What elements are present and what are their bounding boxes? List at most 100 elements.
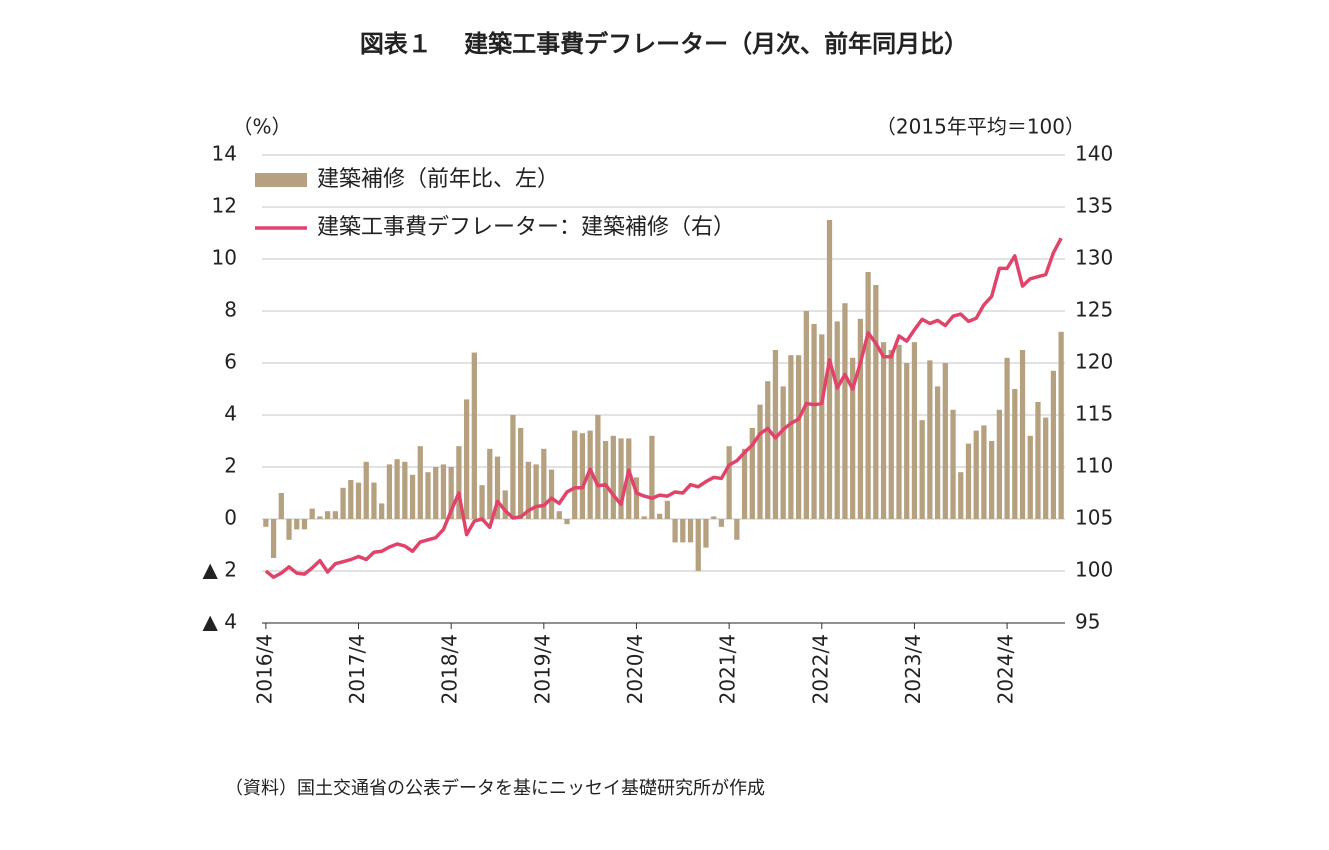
bar	[502, 490, 508, 519]
bar	[857, 318, 864, 519]
bar	[749, 428, 755, 519]
bar	[834, 321, 840, 519]
bar	[703, 519, 709, 548]
bar	[633, 477, 640, 519]
bar	[819, 334, 825, 519]
bar	[973, 430, 979, 519]
y-tick-label: 14	[212, 142, 237, 166]
bar	[564, 519, 570, 525]
bar	[718, 519, 725, 527]
bar	[989, 441, 995, 519]
bar	[657, 513, 663, 519]
bar	[433, 467, 439, 519]
bar	[371, 482, 377, 519]
bar	[996, 409, 1002, 519]
y2-tick-label: 135	[1075, 194, 1113, 218]
bar	[1035, 402, 1041, 519]
y-tick-label: 12	[212, 194, 237, 218]
y-tick-label: ▲ 4	[203, 610, 237, 634]
bar	[355, 482, 362, 519]
bar	[448, 467, 454, 519]
bar	[394, 459, 400, 519]
bar	[294, 519, 300, 530]
y-tick-label: 8	[224, 298, 237, 322]
bar	[409, 474, 416, 519]
bar	[942, 363, 948, 519]
y2-tick-label: 105	[1075, 506, 1113, 530]
bar	[919, 420, 925, 519]
y-tick-label: 6	[224, 350, 237, 374]
y2-tick-label: 120	[1075, 350, 1113, 374]
bar	[911, 342, 918, 519]
x-tick-label: 2021/4	[716, 634, 740, 704]
y2-axis-label: （2015年平均＝100）	[876, 115, 1085, 139]
bar	[525, 461, 532, 519]
y2-tick-label: 125	[1075, 298, 1113, 322]
y2-tick-label: 115	[1075, 402, 1113, 426]
bar	[765, 381, 771, 519]
bar	[595, 415, 601, 519]
bar	[440, 464, 447, 519]
bar	[417, 446, 423, 519]
bar	[880, 342, 887, 519]
bar	[958, 472, 964, 519]
x-tick-label: 2017/4	[345, 634, 369, 704]
bar	[850, 357, 856, 519]
bar	[873, 285, 879, 519]
bar	[1027, 435, 1033, 519]
bar	[664, 500, 670, 519]
bar	[518, 428, 524, 519]
bar	[687, 519, 694, 543]
bar	[626, 438, 632, 519]
bar	[904, 363, 910, 519]
y-axis-label: （%）	[232, 115, 291, 139]
bar	[757, 404, 763, 519]
x-tick-label: 2023/4	[901, 634, 925, 704]
bar	[1058, 331, 1064, 519]
bar	[494, 456, 501, 519]
bar	[587, 430, 593, 519]
bar	[780, 386, 786, 519]
bar	[610, 435, 616, 519]
bar	[1043, 417, 1049, 519]
bar	[641, 516, 647, 519]
bar	[556, 511, 562, 519]
line	[264, 237, 1063, 579]
bar	[1012, 389, 1018, 519]
bar	[695, 519, 701, 571]
x-tick-label: 2016/4	[252, 634, 276, 704]
bar	[510, 415, 516, 519]
bar	[579, 433, 586, 519]
x-tick-label: 2019/4	[530, 634, 554, 704]
y-tick-label: 0	[224, 506, 237, 530]
source-note: （資料）国土交通省の公表データを基にニッセイ基礎研究所が作成	[225, 778, 765, 799]
bar	[896, 344, 902, 519]
bar	[965, 443, 972, 519]
chart-title: 図表１ 建築工事費デフレーター（月次、前年同月比）	[360, 30, 968, 58]
y2-tick-label: 130	[1075, 246, 1113, 270]
legend-swatch	[255, 173, 307, 187]
bar	[270, 519, 277, 558]
bar	[1004, 357, 1010, 519]
bar	[317, 516, 323, 519]
bar	[602, 441, 609, 519]
bar	[711, 516, 717, 519]
bar	[386, 464, 393, 519]
bar	[672, 519, 678, 543]
bar	[1019, 350, 1026, 519]
bar	[927, 360, 933, 519]
bar	[649, 435, 655, 519]
legend-label: 建築補修（前年比、左）	[317, 167, 559, 192]
bar	[456, 446, 462, 519]
bar	[865, 272, 871, 519]
bar	[425, 472, 431, 519]
bar	[734, 519, 740, 540]
y2-tick-label: 140	[1075, 142, 1113, 166]
y-tick-label: 10	[212, 246, 237, 270]
bar	[680, 519, 686, 543]
bar	[934, 386, 941, 519]
bar	[471, 352, 477, 519]
y-tick-label: 4	[224, 402, 237, 426]
x-tick-label: 2022/4	[808, 634, 832, 704]
